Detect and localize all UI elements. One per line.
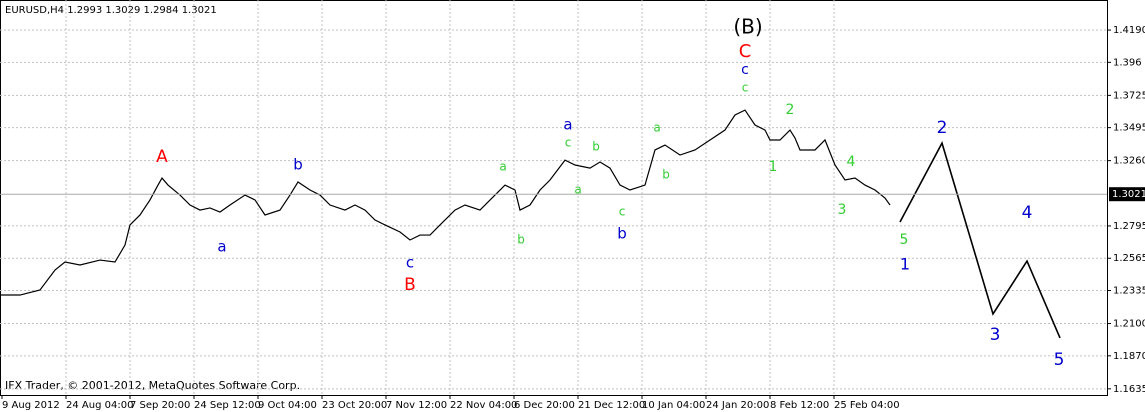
wave-label: 2 <box>786 102 795 118</box>
wave-label: 1 <box>900 255 910 274</box>
wave-label: c <box>406 254 414 272</box>
y-tick-label: 1.2795 <box>1113 221 1145 232</box>
last-price-label: 1.3021 <box>1112 189 1145 200</box>
y-tick-label: 1.2335 <box>1113 286 1145 297</box>
y-tick-label: 1.1635 <box>1113 384 1145 395</box>
wave-label: A <box>156 147 168 167</box>
wave-label: a <box>563 116 572 134</box>
chart-title: EURUSD,H4 1.2993 1.3029 1.2984 1.3021 <box>5 5 217 16</box>
x-tick-label: 24 Sep 12:00 <box>194 400 261 411</box>
y-tick-label: 1.3495 <box>1113 123 1145 134</box>
wave-label: 4 <box>847 154 856 170</box>
wave-label: b <box>662 168 670 182</box>
wave-label: 4 <box>1022 203 1033 223</box>
y-tick-label: 1.2565 <box>1113 253 1145 264</box>
x-tick-label: 9 Oct 04:00 <box>258 400 317 411</box>
x-tick-label: 21 Dec 12:00 <box>578 400 645 411</box>
x-tick-label: 25 Feb 04:00 <box>834 400 900 411</box>
wave-label: 3 <box>838 202 847 218</box>
price-line <box>0 109 891 296</box>
wave-label: b <box>617 225 627 243</box>
wave-label: B <box>404 275 416 295</box>
wave-label: a <box>574 183 581 197</box>
wave-label: b <box>592 140 600 154</box>
x-tick-label: 24 Jan 20:00 <box>706 400 769 411</box>
wave-label: b <box>293 156 303 174</box>
wave-label: 1 <box>769 159 778 175</box>
wave-label: 3 <box>990 325 1001 345</box>
price-line <box>899 140 1061 339</box>
wave-label: c <box>565 136 572 150</box>
plot-frame <box>0 0 1108 396</box>
wave-label: C <box>739 41 752 62</box>
x-tick-label: 6 Dec 20:00 <box>514 400 575 411</box>
x-tick-label: 7 Nov 12:00 <box>386 400 447 411</box>
wave-label: c <box>619 205 626 219</box>
wave-label: c <box>742 81 749 95</box>
x-tick-label: 7 Sep 20:00 <box>130 400 190 411</box>
x-tick-label: 22 Nov 04:00 <box>450 400 517 411</box>
wave-label: (B) <box>733 15 762 39</box>
wave-label: 2 <box>937 118 948 138</box>
x-tick-label: 23 Oct 20:00 <box>322 400 387 411</box>
wave-label: a <box>653 121 660 135</box>
wave-label: a <box>499 160 506 174</box>
x-tick-label: 8 Feb 12:00 <box>770 400 829 411</box>
x-tick-label: 9 Aug 2012 <box>2 400 60 411</box>
y-tick-label: 1.396 <box>1113 57 1142 68</box>
wave-label: b <box>517 233 525 247</box>
y-tick-label: 1.1870 <box>1113 351 1145 362</box>
y-tick-label: 1.2100 <box>1113 319 1145 330</box>
x-tick-label: 10 Jan 04:00 <box>642 400 705 411</box>
y-tick-label: 1.3725 <box>1113 90 1145 101</box>
y-tick-label: 1.3260 <box>1113 156 1145 167</box>
last-price-box <box>1109 187 1145 202</box>
wave-label: a <box>217 238 226 256</box>
x-tick-label: 24 Aug 04:00 <box>66 400 133 411</box>
wave-label: 5 <box>1054 350 1065 370</box>
footer: IFX Trader, © 2001-2012, MetaQuotes Soft… <box>5 379 300 392</box>
wave-label: c <box>741 62 749 78</box>
wave-label: 5 <box>900 232 909 248</box>
y-tick-label: 1.4190 <box>1113 25 1145 36</box>
